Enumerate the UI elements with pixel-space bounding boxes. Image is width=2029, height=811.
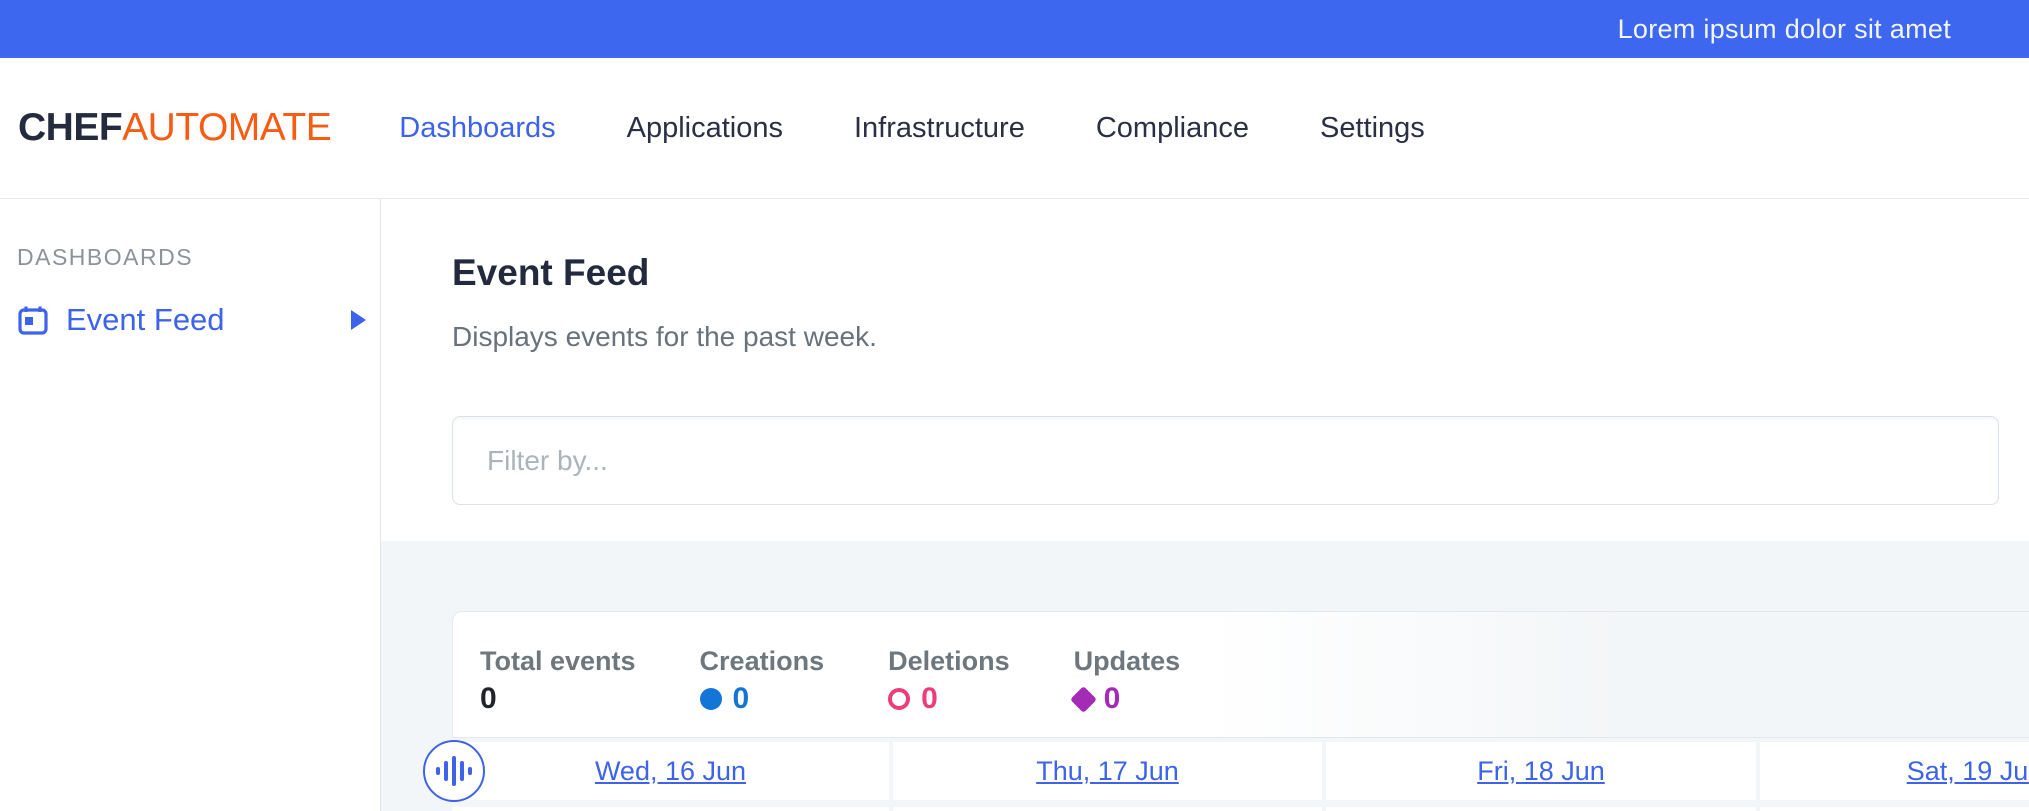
- date-link-wed-16-jun[interactable]: Wed, 16 Jun: [594, 755, 747, 786]
- app-header: CHEFAUTOMATE Dashboards Applications Inf…: [0, 58, 2029, 199]
- stat-deletions: Deletions 0: [888, 648, 1010, 737]
- stat-value: 0: [921, 682, 938, 715]
- filter-input[interactable]: [452, 416, 1999, 505]
- logo-automate: AUTOMATE: [122, 106, 332, 149]
- stat-updates: Updates 0: [1069, 646, 1181, 737]
- timeline-first-row: [452, 807, 2029, 811]
- top-banner: Lorem ipsum dolor sit amet: [0, 0, 2029, 58]
- logo-chef: CHEF: [18, 106, 123, 149]
- page-subtitle: Displays events for the past week.: [452, 321, 877, 352]
- app-body: DASHBOARDS Event Feed Event Feed Display…: [0, 199, 2029, 811]
- day-column: Wed, 16 Jun: [452, 742, 889, 800]
- main-nav: Dashboards Applications Infrastructure C…: [399, 112, 1425, 145]
- creations-dot-icon: [699, 688, 722, 710]
- nav-settings[interactable]: Settings: [1319, 111, 1425, 144]
- guitar-strings-icon[interactable]: [423, 740, 485, 802]
- day-cell: [1326, 807, 1756, 811]
- day-column: Thu, 17 Jun: [893, 742, 1322, 800]
- page-title: Event Feed: [452, 252, 650, 293]
- stat-value: 0: [732, 682, 750, 715]
- stat-label: Updates: [1073, 646, 1181, 676]
- event-feed-panel: Total events 0 Creations 0 Deletions: [381, 541, 2029, 811]
- main-content: Event Feed Displays events for the past …: [381, 199, 2029, 811]
- date-link-thu-17-jun[interactable]: Thu, 17 Jun: [1036, 755, 1179, 786]
- date-link-sat-19-jun[interactable]: Sat, 19 Jun: [1906, 755, 2029, 786]
- day-cell: [893, 807, 1322, 811]
- chef-automate-logo[interactable]: CHEFAUTOMATE: [18, 106, 332, 150]
- nav-compliance[interactable]: Compliance: [1095, 111, 1249, 144]
- day-column: Sat, 19 Jun: [1760, 742, 2029, 800]
- sidebar-item-event-feed[interactable]: Event Feed: [17, 302, 366, 338]
- day-cell: [452, 807, 889, 811]
- stat-label: Creations: [699, 646, 825, 676]
- timeline-date-header: Wed, 16 Jun Thu, 17 Jun Fri, 18 Jun Sat,…: [452, 742, 2029, 800]
- sidebar-heading: DASHBOARDS: [17, 244, 194, 270]
- sidebar: DASHBOARDS Event Feed: [0, 199, 381, 811]
- chevron-right-icon[interactable]: [351, 310, 366, 330]
- nav-applications[interactable]: Applications: [626, 111, 783, 144]
- stat-creations: Creations 0: [699, 646, 825, 737]
- stat-label: Total events: [480, 646, 636, 676]
- banner-text: Lorem ipsum dolor sit amet: [1617, 13, 1951, 44]
- stat-value: 0: [1103, 682, 1121, 715]
- deletions-ring-icon: [888, 688, 911, 710]
- nav-dashboards[interactable]: Dashboards: [399, 111, 556, 144]
- stat-total-events: Total events 0: [480, 648, 636, 737]
- stat-value: 0: [480, 682, 497, 715]
- day-cell: [1760, 807, 2029, 811]
- date-link-fri-18-jun[interactable]: Fri, 18 Jun: [1477, 755, 1605, 786]
- day-column: Fri, 18 Jun: [1326, 742, 1756, 800]
- stat-label: Deletions: [888, 646, 1010, 676]
- nav-infrastructure[interactable]: Infrastructure: [854, 111, 1025, 144]
- event-counts-card: Total events 0 Creations 0 Deletions: [452, 611, 2029, 738]
- calendar-icon: [18, 306, 48, 335]
- updates-diamond-icon: [1069, 685, 1097, 713]
- sidebar-item-label: Event Feed: [66, 302, 225, 337]
